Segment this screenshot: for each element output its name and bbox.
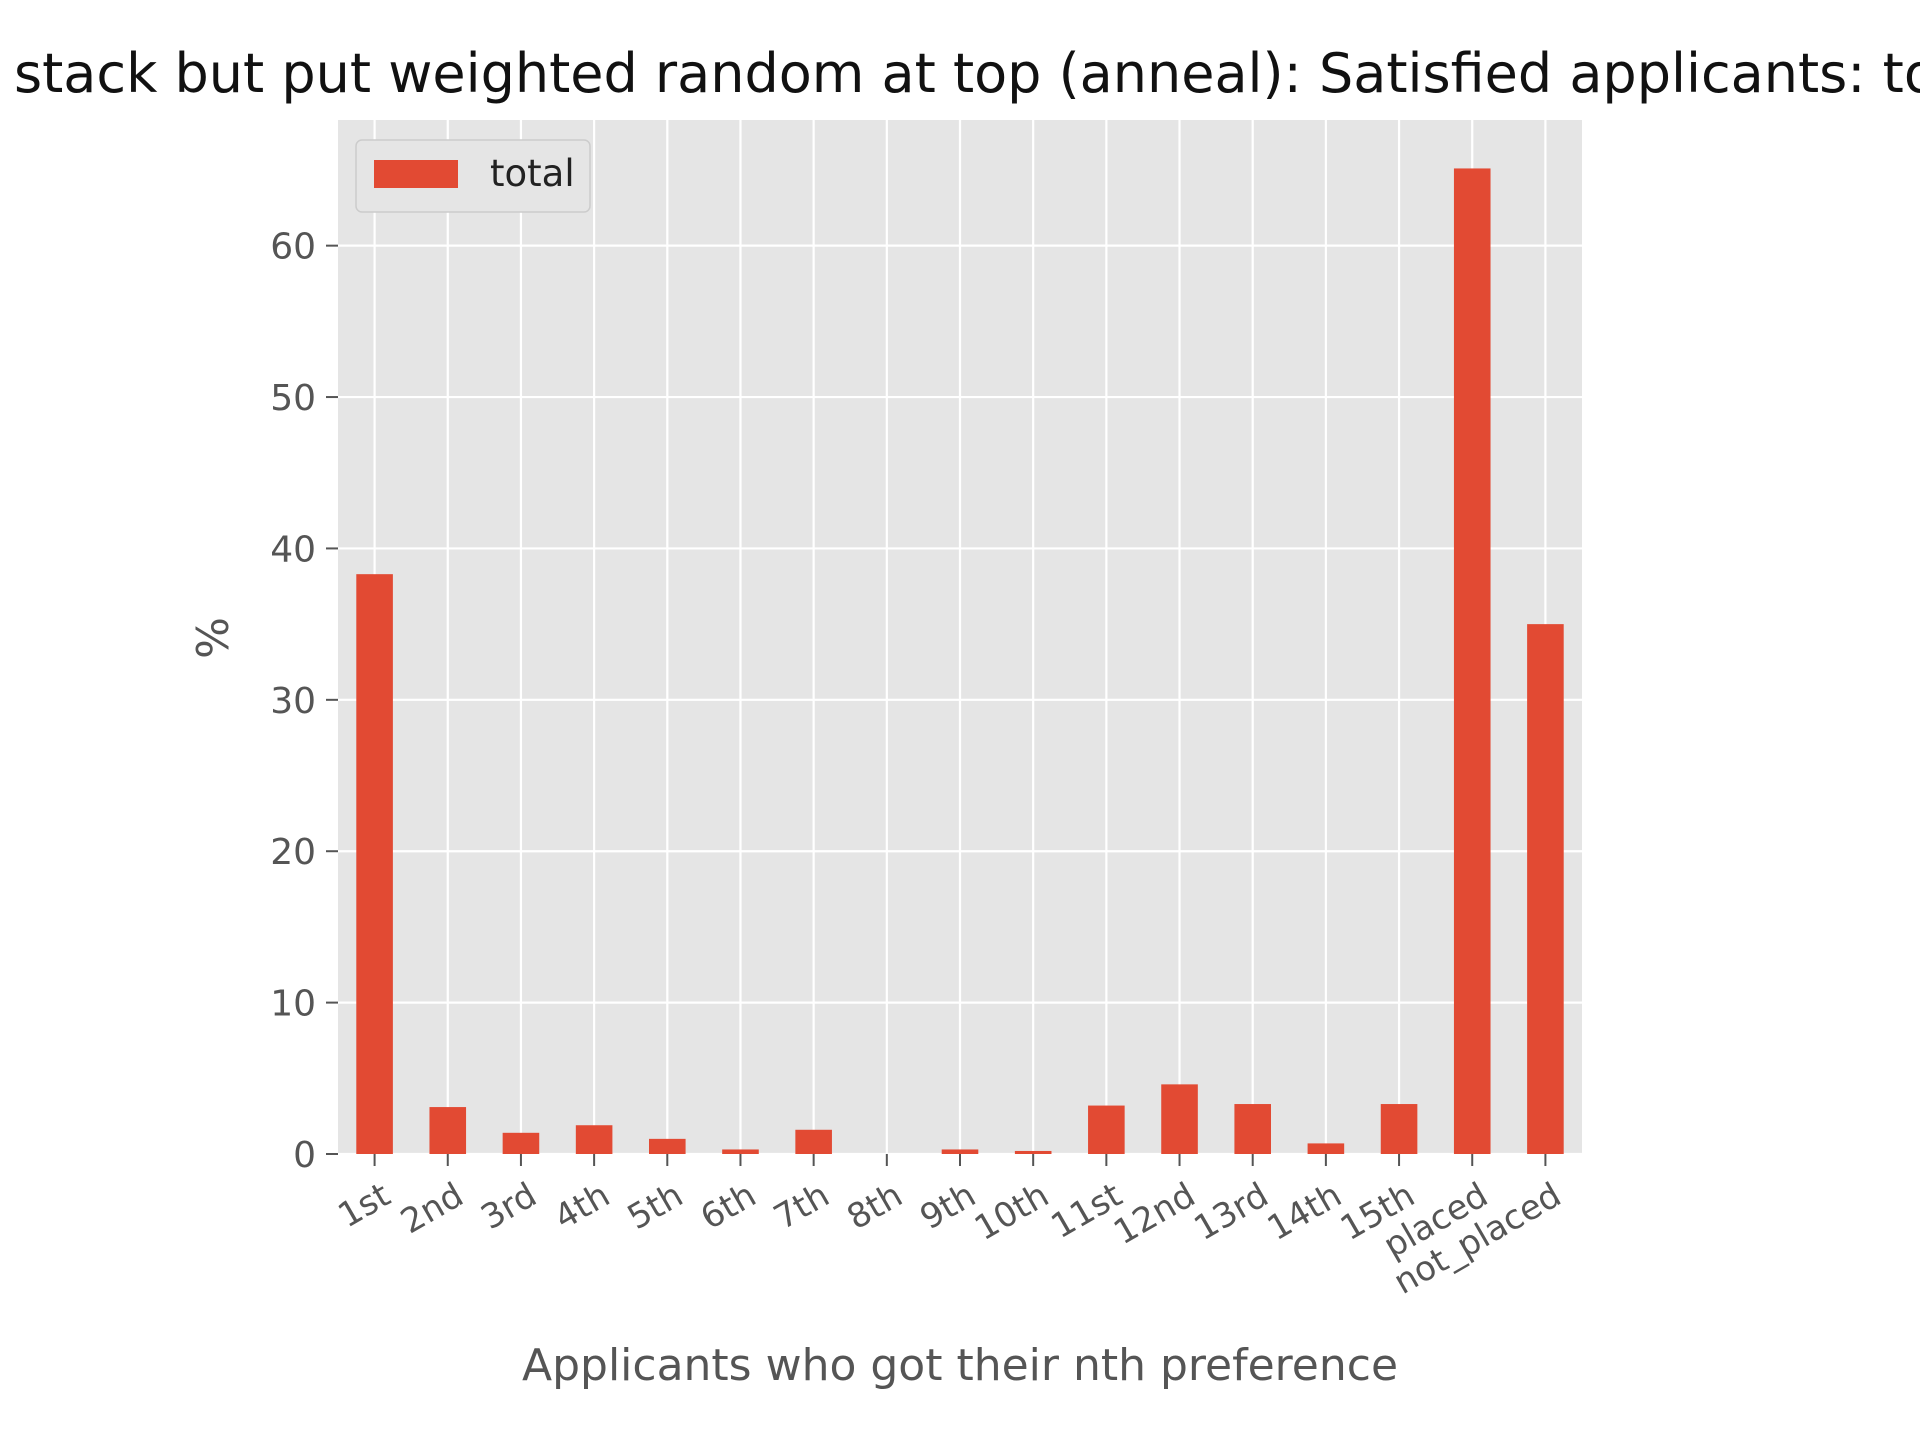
- bar-2nd: [429, 1107, 467, 1154]
- x-tick-label: 3rd: [474, 1175, 543, 1238]
- bar-5th: [649, 1138, 686, 1154]
- x-tick-label: 7th: [767, 1175, 836, 1238]
- y-tick-label: 0: [293, 1135, 316, 1176]
- y-tick-label: 60: [270, 227, 316, 268]
- legend-box: [355, 139, 591, 213]
- bar-placed: [1453, 168, 1491, 1155]
- x-tick-label: 1st: [331, 1175, 397, 1236]
- bar-6th: [722, 1149, 759, 1154]
- bar-3rd: [502, 1132, 540, 1154]
- y-tick-label: 10: [270, 984, 316, 1025]
- bar-4th: [575, 1125, 613, 1154]
- y-tick-label: 30: [270, 681, 316, 722]
- bar-1st: [356, 574, 393, 1154]
- bar-12nd: [1161, 1084, 1198, 1154]
- x-axis-label: Applicants who got their nth preference: [522, 1340, 1398, 1391]
- x-tick-label: 8th: [840, 1175, 909, 1238]
- bar-15th: [1380, 1104, 1418, 1154]
- y-axis-label: %: [188, 617, 239, 659]
- x-tick-label: 10th: [968, 1175, 1056, 1249]
- bar-13rd: [1234, 1104, 1271, 1154]
- bar-10th: [1014, 1150, 1052, 1154]
- y-tick-label: 40: [270, 529, 316, 570]
- bar-11st: [1088, 1105, 1125, 1154]
- bar-7th: [795, 1129, 832, 1154]
- legend-swatch: [374, 160, 458, 188]
- x-tick-label: 6th: [694, 1175, 763, 1238]
- x-tick-label: 4th: [548, 1175, 617, 1238]
- y-tick-label: 20: [270, 832, 316, 873]
- x-tick-label: 14th: [1261, 1175, 1349, 1249]
- bar-14th: [1307, 1143, 1345, 1154]
- x-tick-label: 5th: [621, 1175, 690, 1238]
- bar-not_placed: [1527, 624, 1564, 1154]
- bars: [356, 168, 1564, 1155]
- bar-9th: [941, 1149, 979, 1154]
- legend-label: total: [490, 152, 575, 195]
- x-tick-label: 9th: [914, 1175, 983, 1238]
- chart-title: stack but put weighted random at top (an…: [0, 42, 1920, 112]
- x-tick-label: 2nd: [394, 1175, 470, 1242]
- y-tick-label: 50: [270, 378, 316, 419]
- legend: total: [355, 139, 591, 213]
- x-tick-label: 11st: [1044, 1175, 1128, 1247]
- x-tick-label: 13rd: [1187, 1175, 1275, 1249]
- y-axis-ticks: 0 10 20 30 40 50 60: [270, 227, 338, 1176]
- chart-title-text: stack but put weighted random at top (an…: [14, 42, 1920, 105]
